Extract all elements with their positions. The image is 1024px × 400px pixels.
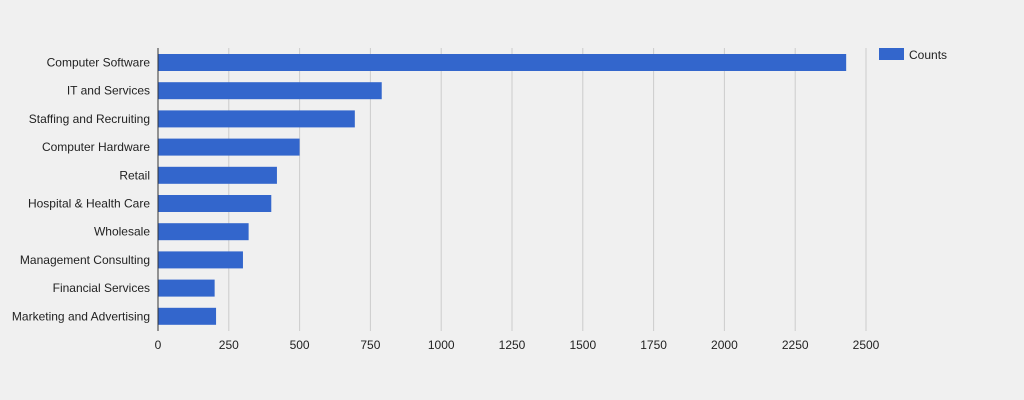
bar bbox=[158, 166, 277, 184]
bar bbox=[158, 279, 215, 297]
category-labels: Computer Software IT and Services Staffing… bbox=[12, 56, 150, 324]
x-tick-label: 500 bbox=[290, 338, 310, 352]
x-tick-label: 1750 bbox=[640, 338, 667, 352]
bar bbox=[158, 110, 355, 128]
category-label: Management Consulting bbox=[20, 253, 150, 267]
category-label: Hospital & Health Care bbox=[28, 197, 150, 211]
x-tick-label: 0 bbox=[155, 338, 162, 352]
category-label: Computer Software bbox=[47, 56, 151, 70]
x-tick-label: 2250 bbox=[782, 338, 809, 352]
category-label: Marketing and Advertising bbox=[12, 309, 150, 323]
x-tick-labels: 0 250 500 750 1000 1250 1500 1750 2000 2250 2500 bbox=[155, 338, 880, 352]
legend-label: Counts bbox=[909, 48, 947, 62]
bar bbox=[158, 138, 300, 156]
x-tick-label: 2000 bbox=[711, 338, 738, 352]
bar bbox=[158, 223, 249, 241]
category-label: Financial Services bbox=[53, 281, 150, 295]
category-label: Staffing and Recruiting bbox=[29, 112, 150, 126]
category-label: IT and Services bbox=[67, 84, 150, 98]
bar bbox=[158, 82, 382, 100]
x-tick-label: 1500 bbox=[569, 338, 596, 352]
x-tick-label: 1000 bbox=[428, 338, 455, 352]
legend: Counts bbox=[879, 48, 947, 62]
bar bbox=[158, 54, 847, 71]
x-tick-label: 750 bbox=[360, 338, 380, 352]
x-tick-label: 2500 bbox=[853, 338, 880, 352]
x-tick-label: 250 bbox=[219, 338, 239, 352]
legend-swatch bbox=[879, 48, 904, 60]
category-label: Retail bbox=[119, 168, 150, 182]
bars bbox=[158, 54, 847, 325]
bar bbox=[158, 251, 243, 269]
bar bbox=[158, 195, 272, 212]
category-label: Computer Hardware bbox=[42, 140, 150, 154]
category-label: Wholesale bbox=[94, 225, 150, 239]
x-tick-label: 1250 bbox=[499, 338, 526, 352]
bar bbox=[158, 307, 217, 325]
